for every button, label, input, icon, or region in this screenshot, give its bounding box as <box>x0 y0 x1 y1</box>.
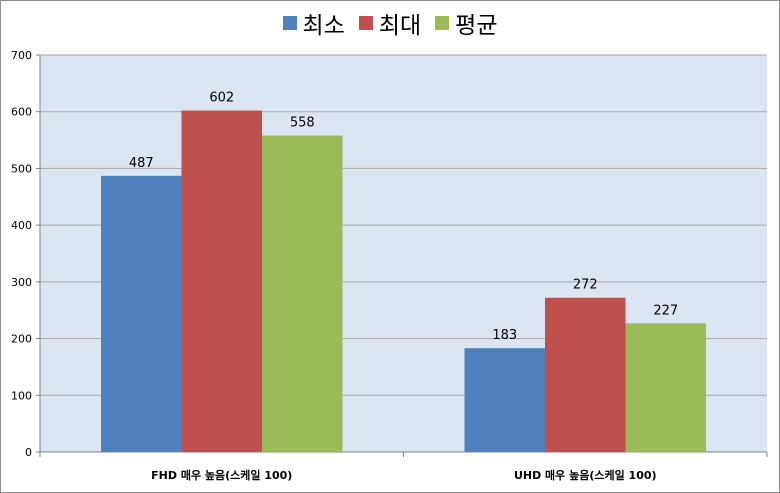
y-tick-label: 300 <box>11 276 32 289</box>
legend: 최소 최대 평균 <box>0 6 780 40</box>
bar <box>181 110 262 452</box>
legend-label: 최대 <box>378 13 422 39</box>
legend-item: 최대 <box>358 6 422 40</box>
legend-swatch <box>435 16 450 30</box>
legend-item: 평균 <box>435 6 497 40</box>
bar <box>545 297 626 452</box>
legend-label: 최소 <box>302 13 345 39</box>
bar <box>625 323 706 452</box>
data-label: 487 <box>129 156 154 171</box>
data-label: 183 <box>492 328 517 343</box>
x-axis: FHD 매우 높음(스케일 100) UHD 매우 높음(스케일 100) <box>39 451 768 482</box>
x-category-label: UHD 매우 높음(스케일 100) <box>514 468 657 482</box>
bar <box>101 175 182 452</box>
legend-item: 최소 <box>282 6 345 40</box>
data-label: 227 <box>653 303 678 318</box>
x-category-label: FHD 매우 높음(스케일 100) <box>151 468 292 482</box>
y-tick-label: 400 <box>11 219 32 232</box>
y-tick-label: 100 <box>11 389 32 402</box>
y-tick-label: 200 <box>11 333 32 346</box>
bar <box>262 135 343 452</box>
legend-swatch <box>358 16 373 30</box>
legend-label: 평균 <box>455 13 498 39</box>
legend-swatch <box>282 16 297 30</box>
bars <box>101 110 706 452</box>
y-tick-label: 0 <box>25 446 32 459</box>
data-label: 558 <box>290 116 315 131</box>
y-axis: 0 100 200 300 400 500 600 700 <box>11 49 41 459</box>
y-tick-label: 700 <box>11 49 32 62</box>
data-label: 602 <box>209 91 234 106</box>
y-tick-label: 500 <box>11 162 32 175</box>
data-labels: 487 602 558 183 272 227 <box>129 91 678 344</box>
data-label: 272 <box>573 278 598 293</box>
bar <box>464 348 545 452</box>
y-tick-label: 600 <box>11 106 32 119</box>
